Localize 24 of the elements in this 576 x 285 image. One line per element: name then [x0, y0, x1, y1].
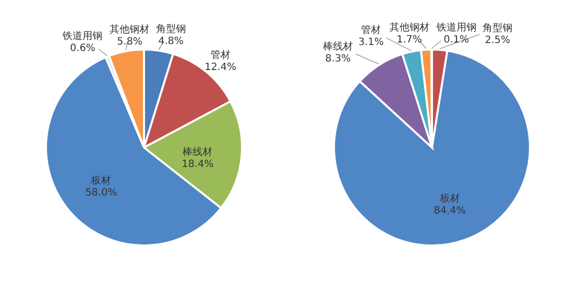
data-label: 12.4%	[204, 62, 236, 74]
slice-label: 其他钢材	[110, 23, 150, 36]
data-label: 0.1%	[444, 34, 470, 46]
slice-label: 板材	[90, 174, 112, 186]
data-label: 18.4%	[182, 159, 214, 170]
slice-label: 角型钢	[482, 22, 513, 34]
data-label: 3.1%	[358, 37, 384, 48]
data-label: 4.8%	[158, 36, 184, 47]
slice-label: 板材	[438, 192, 460, 204]
data-label: 1.7%	[396, 34, 422, 46]
data-label: 5.8%	[117, 36, 142, 48]
data-label: 2.5%	[484, 34, 510, 46]
data-label: 0.6%	[70, 43, 96, 54]
slice-label: 其他钢材	[389, 22, 430, 34]
slice-label: 管材	[210, 49, 230, 62]
data-label: 8.3%	[325, 53, 351, 64]
data-label: 58.0%	[85, 187, 118, 198]
data-label: 84.4%	[434, 205, 466, 216]
slice-label: 铁道用钢	[62, 30, 103, 42]
slice-label: 铁道用钢	[435, 22, 476, 34]
slice-label: 角型钢	[156, 22, 186, 35]
slice-label: 棒线材	[323, 40, 354, 52]
slice-label: 棒线材	[182, 146, 213, 158]
slice-label: 管材	[361, 24, 382, 36]
